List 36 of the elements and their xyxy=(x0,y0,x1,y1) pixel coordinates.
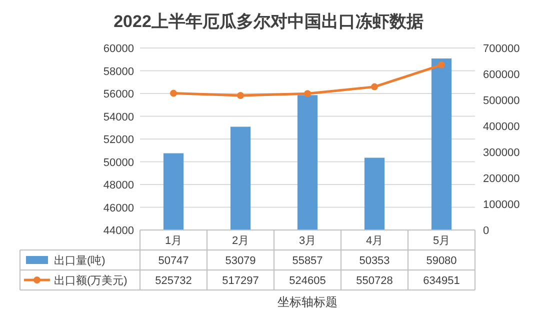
x-tick-label: 1月 xyxy=(164,235,182,247)
chart-title: 2022上半年厄瓜多尔对中国出口冻虾数据 xyxy=(114,12,424,31)
data-label: 53079 xyxy=(225,255,256,267)
y-tick-label: 54000 xyxy=(103,111,134,124)
y2-tick-label: 200000 xyxy=(483,173,520,185)
y-tick-label: 46000 xyxy=(103,202,134,214)
legend-label: 出口量(吨) xyxy=(54,254,106,267)
legend-label: 出口额(万美元) xyxy=(54,274,128,287)
data-label: 634951 xyxy=(423,275,460,287)
data-label: 59080 xyxy=(426,255,457,267)
x-tick-label: 5月 xyxy=(432,235,450,247)
data-label: 550728 xyxy=(356,275,393,287)
y2-tick-label: 100000 xyxy=(483,199,520,211)
y-tick-label: 48000 xyxy=(103,180,134,192)
data-label: 50353 xyxy=(359,255,390,267)
y-tick-label: 60000 xyxy=(103,43,134,55)
data-label: 517297 xyxy=(222,275,259,287)
data-label: 525732 xyxy=(155,275,192,287)
y-tick-label: 50000 xyxy=(103,156,134,169)
y-tick-label: 58000 xyxy=(103,66,134,78)
y-tick-label: 56000 xyxy=(103,88,134,100)
y2-tick-label: 700000 xyxy=(483,43,520,55)
x-tick-label: 3月 xyxy=(298,235,316,247)
data-label: 524605 xyxy=(289,275,326,287)
y2-tick-label: 300000 xyxy=(483,147,520,159)
data-label: 55857 xyxy=(292,255,323,267)
x-axis-title: 坐标轴标题 xyxy=(278,295,338,309)
y2-tick-label: 400000 xyxy=(483,121,520,133)
y2-tick-label: 0 xyxy=(483,225,490,237)
data-label: 50747 xyxy=(158,255,189,267)
y-tick-label: 44000 xyxy=(103,225,134,237)
y-tick-label: 52000 xyxy=(103,134,134,146)
y2-tick-label: 600000 xyxy=(483,69,520,81)
x-tick-label: 2月 xyxy=(232,235,250,247)
y2-tick-label: 500000 xyxy=(483,95,520,107)
x-tick-label: 4月 xyxy=(366,235,384,247)
